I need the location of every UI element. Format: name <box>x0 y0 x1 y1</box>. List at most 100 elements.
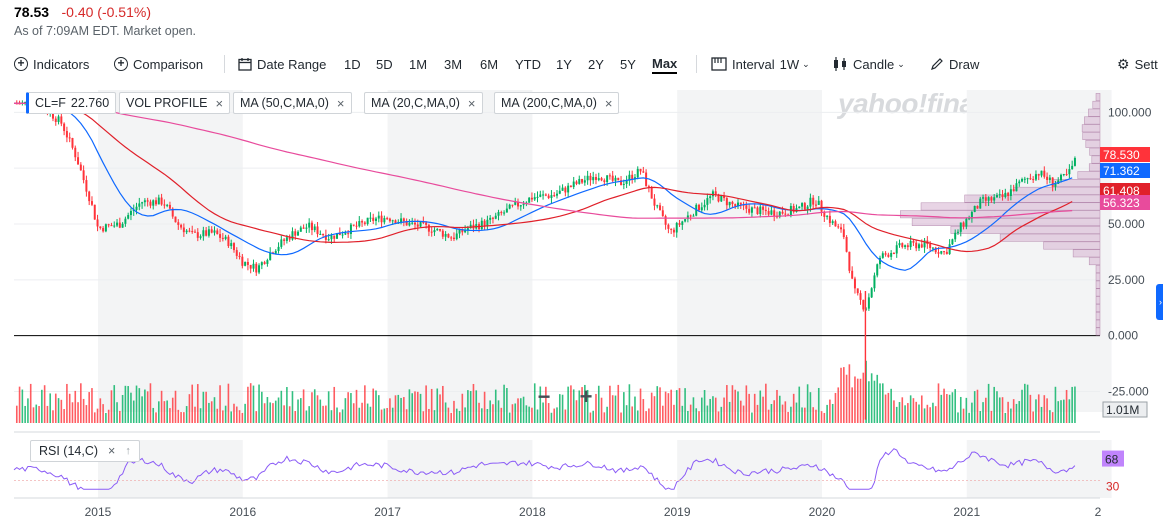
range-1m[interactable]: 1M <box>409 56 428 72</box>
range-1y[interactable]: 1Y <box>556 56 572 72</box>
volume-bar <box>344 398 347 423</box>
volume-bar <box>280 390 283 423</box>
range-5y[interactable]: 5Y <box>620 56 636 72</box>
candle-body <box>820 200 823 212</box>
legend-ma200[interactable]: MA (200,C,MA,0) × <box>494 92 620 114</box>
candle-body <box>806 206 809 210</box>
candle-body <box>160 197 163 205</box>
range-6m[interactable]: 6M <box>480 56 499 72</box>
range-max[interactable]: Max <box>652 54 678 74</box>
settings-button[interactable]: ⚙ Sett <box>1117 55 1158 72</box>
x-tick-label: 2016 <box>229 505 256 519</box>
candle-body <box>146 200 149 202</box>
range-3m[interactable]: 3M <box>444 56 463 72</box>
volume-bar <box>809 392 812 423</box>
volume-bar <box>684 388 686 423</box>
candle-body <box>182 227 185 233</box>
legend-rsi[interactable]: RSI (14,C) × ↑ <box>30 440 140 462</box>
candle-body <box>361 221 364 223</box>
volume-bar <box>322 405 324 423</box>
candle-body <box>430 231 433 233</box>
candle-body <box>252 263 255 269</box>
candle-body <box>207 229 210 236</box>
candle-body <box>867 297 870 309</box>
candle-body <box>689 215 692 217</box>
candle-body <box>1054 183 1057 187</box>
price-label: 56.323 <box>1103 196 1140 210</box>
volume-profile-bar <box>1088 257 1101 266</box>
close-icon[interactable]: × <box>604 95 613 111</box>
close-icon[interactable]: × <box>108 444 116 458</box>
interval-dropdown[interactable]: Interval 1W ⌄ <box>711 54 810 74</box>
range-5d[interactable]: 5D <box>376 56 393 72</box>
volume-bar <box>767 409 770 423</box>
volume-bar <box>1007 401 1009 423</box>
volume-bar <box>196 384 199 423</box>
volume-bar <box>664 391 667 423</box>
volume-bar <box>514 403 517 423</box>
volume-bar <box>1043 395 1046 423</box>
year-band <box>97 90 243 412</box>
volume-bar <box>689 404 692 423</box>
price-label: 61.408 <box>1103 184 1140 198</box>
candle-body <box>96 219 99 227</box>
candle-body <box>297 231 300 236</box>
volume-bar <box>531 407 533 423</box>
candle-body <box>767 211 770 215</box>
range-2y[interactable]: 2Y <box>588 56 604 72</box>
close-icon[interactable]: × <box>467 95 476 111</box>
x-tick-label: 2020 <box>809 505 836 519</box>
quote-header: 78.53 -0.40 (-0.51%) As of 7:09AM EDT. M… <box>14 4 196 38</box>
arrow-up-icon[interactable]: ↑ <box>125 445 131 457</box>
volume-bar <box>224 405 227 423</box>
volume-bar <box>358 407 361 423</box>
candle-body <box>102 228 105 232</box>
volume-bar <box>46 405 49 423</box>
y-tick-label: -25.000 <box>1108 385 1149 399</box>
range-ytd[interactable]: YTD <box>515 56 541 72</box>
candle-body <box>667 224 670 229</box>
volume-bar <box>731 385 734 423</box>
volume-profile-bar <box>1095 272 1101 281</box>
range-1d[interactable]: 1D <box>344 56 361 72</box>
candle-body <box>723 195 726 199</box>
date-range-button[interactable]: Date Range <box>238 54 326 74</box>
indicators-button[interactable]: + Indicators <box>14 54 89 74</box>
volume-bar <box>222 410 224 423</box>
volume-bar <box>723 397 725 423</box>
legend-symbol[interactable]: CL=F 22.760 <box>26 92 117 114</box>
candle-body <box>224 236 227 239</box>
close-icon[interactable]: × <box>336 95 345 111</box>
volume-bar <box>737 391 739 423</box>
volume-bar <box>127 386 129 423</box>
legend-ma20[interactable]: MA (20,C,MA,0) × <box>364 92 483 114</box>
candle-body <box>138 203 141 207</box>
volume-bar <box>105 412 107 423</box>
candle-body <box>831 221 834 224</box>
volume-bar <box>631 406 633 423</box>
volume-bar <box>500 407 503 423</box>
volume-bar <box>575 400 578 423</box>
zoom-out-button[interactable]: − <box>537 384 551 409</box>
legend-vol-profile[interactable]: VOL PROFILE × <box>119 92 231 114</box>
candle-body <box>809 197 812 207</box>
candle-body <box>561 187 564 191</box>
candle-body <box>954 232 957 240</box>
candle-body <box>258 265 261 273</box>
volume-bar <box>862 372 865 423</box>
volume-bar <box>380 409 383 423</box>
chart-type-dropdown[interactable]: Candle ⌄ <box>832 54 905 74</box>
volume-bar <box>1029 394 1032 423</box>
candle-body <box>918 244 920 249</box>
comparison-button[interactable]: + Comparison <box>114 54 203 74</box>
expand-panel-tab[interactable]: › <box>1156 284 1163 320</box>
volume-bar <box>386 408 388 423</box>
zoom-in-button[interactable]: + <box>579 384 593 409</box>
volume-bar <box>252 385 255 423</box>
legend-ma50[interactable]: MA (50,C,MA,0) × <box>233 92 352 114</box>
draw-button[interactable]: Draw <box>930 54 979 74</box>
volume-bar <box>1015 403 1018 423</box>
candle-body <box>798 206 801 209</box>
close-icon[interactable]: × <box>215 95 224 111</box>
